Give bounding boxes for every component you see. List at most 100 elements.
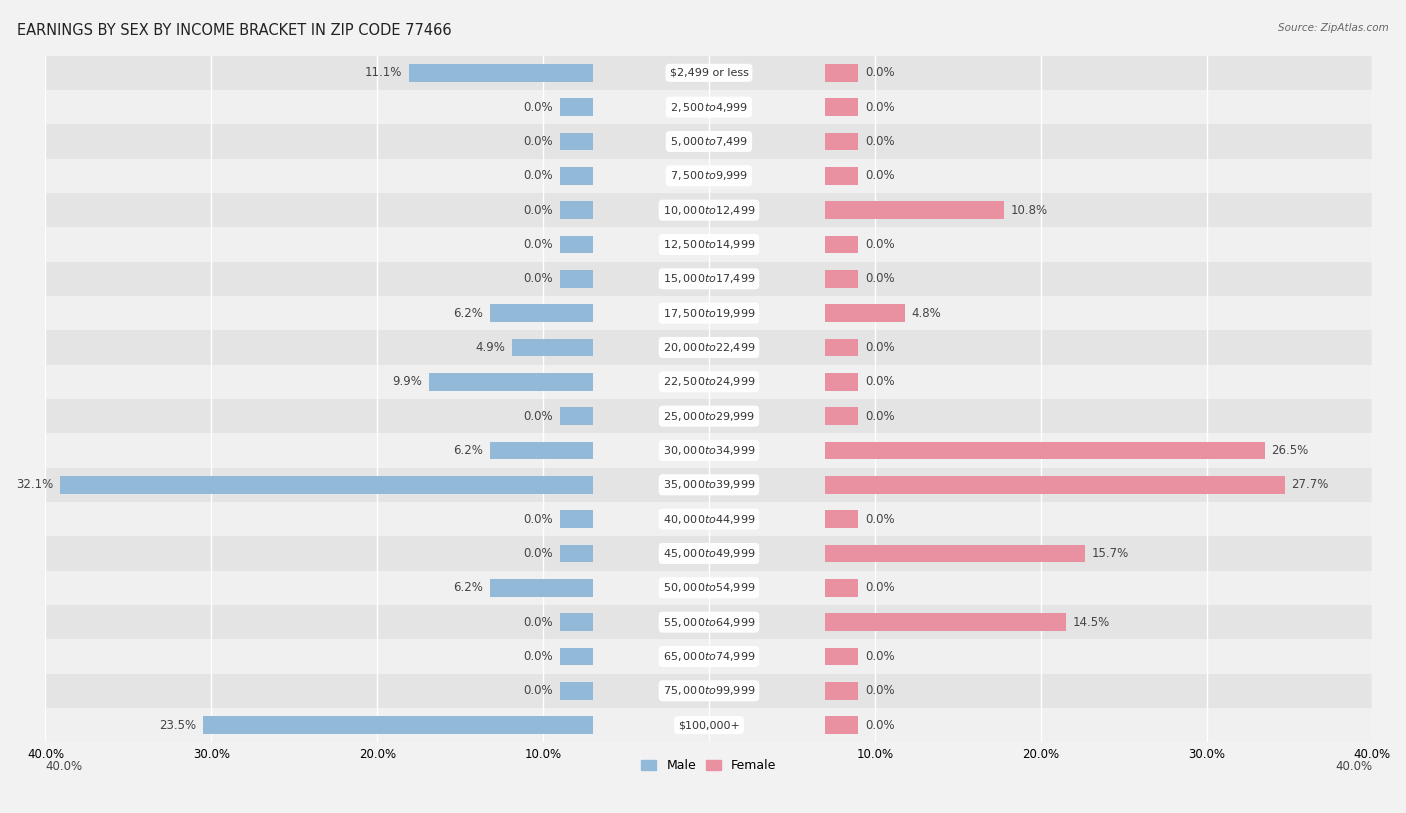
Bar xyxy=(825,133,858,150)
Text: 0.0%: 0.0% xyxy=(865,169,894,182)
Bar xyxy=(825,476,1285,493)
Bar xyxy=(45,467,1372,502)
Bar xyxy=(45,262,1372,296)
Bar xyxy=(825,202,1004,219)
Bar xyxy=(560,167,593,185)
Bar xyxy=(560,613,593,631)
Text: $40,000 to $44,999: $40,000 to $44,999 xyxy=(662,513,755,526)
Text: 0.0%: 0.0% xyxy=(865,101,894,114)
Bar xyxy=(825,682,858,700)
Bar xyxy=(560,511,593,528)
Bar xyxy=(825,98,858,116)
Text: 0.0%: 0.0% xyxy=(865,238,894,251)
Text: $15,000 to $17,499: $15,000 to $17,499 xyxy=(662,272,755,285)
Bar xyxy=(825,167,858,185)
Text: 0.0%: 0.0% xyxy=(523,238,553,251)
Text: 0.0%: 0.0% xyxy=(523,615,553,628)
Text: 6.2%: 6.2% xyxy=(454,307,484,320)
Bar xyxy=(825,441,1264,459)
Text: 40.0%: 40.0% xyxy=(1336,760,1372,773)
Text: $25,000 to $29,999: $25,000 to $29,999 xyxy=(662,410,755,423)
Text: 0.0%: 0.0% xyxy=(523,169,553,182)
Bar xyxy=(825,236,858,254)
Bar xyxy=(489,579,593,597)
Bar xyxy=(560,682,593,700)
Text: 23.5%: 23.5% xyxy=(159,719,197,732)
Text: 0.0%: 0.0% xyxy=(865,719,894,732)
Text: 4.8%: 4.8% xyxy=(911,307,941,320)
Bar xyxy=(560,202,593,219)
Bar xyxy=(45,708,1372,742)
Text: 40.0%: 40.0% xyxy=(45,760,83,773)
Text: 0.0%: 0.0% xyxy=(865,581,894,594)
Bar xyxy=(560,647,593,665)
Text: 0.0%: 0.0% xyxy=(523,135,553,148)
Text: $2,500 to $4,999: $2,500 to $4,999 xyxy=(669,101,748,114)
Text: 4.9%: 4.9% xyxy=(475,341,505,354)
Bar xyxy=(560,407,593,425)
Bar xyxy=(45,365,1372,399)
Text: 0.0%: 0.0% xyxy=(865,341,894,354)
Bar xyxy=(45,639,1372,674)
Text: 15.7%: 15.7% xyxy=(1092,547,1129,560)
Text: 26.5%: 26.5% xyxy=(1271,444,1309,457)
Bar xyxy=(45,159,1372,193)
Bar xyxy=(825,647,858,665)
Text: 6.2%: 6.2% xyxy=(454,444,484,457)
Bar xyxy=(825,373,858,391)
Bar xyxy=(512,338,593,356)
Bar xyxy=(202,716,593,734)
Bar xyxy=(560,236,593,254)
Text: 0.0%: 0.0% xyxy=(523,203,553,216)
Bar xyxy=(429,373,593,391)
Bar xyxy=(45,193,1372,228)
Text: $30,000 to $34,999: $30,000 to $34,999 xyxy=(662,444,755,457)
Text: 32.1%: 32.1% xyxy=(17,478,53,491)
Bar xyxy=(825,64,858,82)
Bar xyxy=(825,545,1085,563)
Bar xyxy=(825,613,1066,631)
Text: 0.0%: 0.0% xyxy=(865,135,894,148)
Bar xyxy=(45,399,1372,433)
Legend: Male, Female: Male, Female xyxy=(637,754,782,777)
Text: 0.0%: 0.0% xyxy=(523,410,553,423)
Text: $10,000 to $12,499: $10,000 to $12,499 xyxy=(662,203,755,216)
Bar xyxy=(825,304,904,322)
Bar xyxy=(45,90,1372,124)
Text: 0.0%: 0.0% xyxy=(523,513,553,526)
Text: 0.0%: 0.0% xyxy=(865,650,894,663)
Text: 9.9%: 9.9% xyxy=(392,376,422,389)
Bar xyxy=(45,605,1372,639)
Bar xyxy=(560,133,593,150)
Bar xyxy=(45,433,1372,467)
Text: 0.0%: 0.0% xyxy=(865,685,894,698)
Text: $5,000 to $7,499: $5,000 to $7,499 xyxy=(669,135,748,148)
Text: $2,499 or less: $2,499 or less xyxy=(669,67,748,78)
Text: $100,000+: $100,000+ xyxy=(678,720,740,730)
Text: 0.0%: 0.0% xyxy=(865,272,894,285)
Text: $45,000 to $49,999: $45,000 to $49,999 xyxy=(662,547,755,560)
Text: 27.7%: 27.7% xyxy=(1291,478,1329,491)
Text: 0.0%: 0.0% xyxy=(523,685,553,698)
Text: EARNINGS BY SEX BY INCOME BRACKET IN ZIP CODE 77466: EARNINGS BY SEX BY INCOME BRACKET IN ZIP… xyxy=(17,23,451,37)
Bar xyxy=(45,330,1372,365)
Bar xyxy=(45,537,1372,571)
Text: 0.0%: 0.0% xyxy=(523,650,553,663)
Text: 11.1%: 11.1% xyxy=(364,67,402,80)
Text: 14.5%: 14.5% xyxy=(1073,615,1109,628)
Bar xyxy=(45,502,1372,537)
Text: 0.0%: 0.0% xyxy=(865,67,894,80)
Bar xyxy=(45,296,1372,330)
Bar xyxy=(825,511,858,528)
Bar xyxy=(825,579,858,597)
Text: 0.0%: 0.0% xyxy=(865,513,894,526)
Bar xyxy=(60,476,593,493)
Text: 6.2%: 6.2% xyxy=(454,581,484,594)
Text: 0.0%: 0.0% xyxy=(523,101,553,114)
Text: $17,500 to $19,999: $17,500 to $19,999 xyxy=(662,307,755,320)
Bar xyxy=(45,124,1372,159)
Text: $12,500 to $14,999: $12,500 to $14,999 xyxy=(662,238,755,251)
Bar xyxy=(45,228,1372,262)
Bar xyxy=(45,55,1372,90)
Bar xyxy=(825,407,858,425)
